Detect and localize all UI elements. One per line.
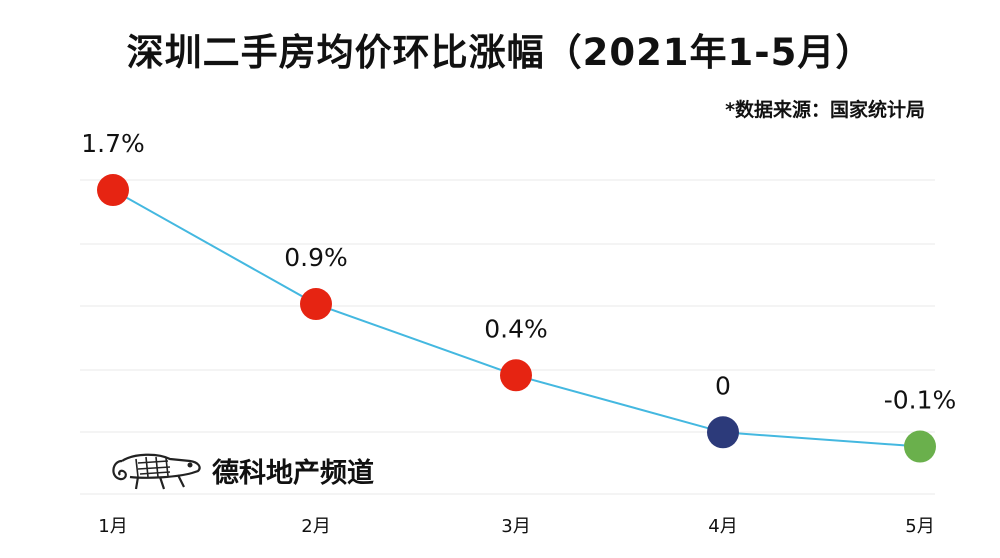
watermark-text: 德科地产频道 <box>212 457 374 489</box>
data-point <box>97 174 129 207</box>
chameleon-logo-icon <box>112 453 201 490</box>
data-labels: 1.7% 0.9% 0.4% 0 -0.1% <box>81 129 957 415</box>
data-point <box>707 416 739 449</box>
data-points <box>97 174 936 463</box>
x-tick-label: 5月 <box>905 516 934 537</box>
data-label: 1.7% <box>81 129 145 158</box>
data-point <box>904 430 936 463</box>
data-label: -0.1% <box>884 386 957 415</box>
data-label: 0.4% <box>484 314 548 343</box>
watermark: 德科地产频道 <box>108 446 374 494</box>
gridlines <box>80 179 935 495</box>
data-label: 0.9% <box>284 243 348 272</box>
x-tick-label: 2月 <box>301 516 330 537</box>
x-tick-label: 4月 <box>708 516 737 537</box>
x-axis-ticks: 1月 2月 3月 4月 5月 <box>98 516 934 537</box>
data-label: 0 <box>715 371 731 400</box>
x-tick-label: 3月 <box>501 516 530 537</box>
data-point <box>500 359 532 392</box>
chart-title: 深圳二手房均价环比涨幅（2021年1-5月） <box>126 31 874 74</box>
data-source-note: *数据来源：国家统计局 <box>725 99 925 121</box>
x-tick-label: 1月 <box>98 516 127 537</box>
data-point <box>300 288 332 321</box>
